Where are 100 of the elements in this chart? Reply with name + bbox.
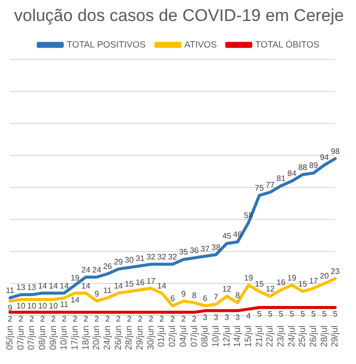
data-label: 36 [190,246,200,256]
legend-label: TOTAL POSITIVOS [66,39,146,50]
x-tick-label: 12/jul [221,325,232,347]
data-label: 2 [29,314,34,324]
data-label: 10 [27,302,37,311]
x-tick-label: 15/jul [242,325,253,347]
data-label: 88 [298,162,308,172]
data-label: 16 [136,278,146,288]
data-label: 35 [178,248,188,257]
data-label: 2 [160,314,165,324]
x-tick-label: 10/jun [58,325,69,350]
data-label: 13 [16,282,26,292]
data-label: 14 [48,281,58,290]
data-label: 2 [84,314,89,324]
data-label: 2 [148,314,154,324]
x-tick-label: 30/jun [145,325,156,350]
data-label: 7 [214,292,219,302]
x-tick-label: 14/jul [232,325,242,347]
data-label: 19 [287,273,297,282]
data-label: 5 [278,310,284,319]
data-label: 3 [224,312,230,322]
x-tick-label: 04/jul [178,325,188,347]
data-label: 14 [157,281,167,290]
data-label: 84 [287,169,297,178]
data-label: 12 [266,284,276,294]
x-tick-label: 07/jun [26,325,36,350]
data-label: 38 [212,242,221,252]
x-tick-label: 26/jun [112,325,123,350]
data-label: 2 [72,314,78,324]
x-tick-label: 26/jul [308,325,318,347]
x-tick-label: 21/jul [254,325,264,347]
data-label: 81 [276,174,286,184]
data-label: 15 [254,280,264,289]
data-label: 26 [103,262,113,272]
data-label: 2 [192,314,198,324]
data-label: 11 [60,300,69,310]
data-label: 45 [222,232,232,241]
data-label: 32 [146,252,156,262]
x-tick-label: 07/jul [188,325,199,347]
chart-title: volução dos casos de COVID-19 em Cereje [14,6,344,25]
data-label: 94 [320,153,330,162]
data-label: 15 [298,280,308,289]
data-label: 6 [202,294,208,304]
data-label: 3 [214,312,219,322]
data-label: 31 [136,254,146,264]
data-label: 14 [81,281,91,290]
x-tick-label: 25/jul [297,325,308,347]
data-label: 2 [94,314,100,324]
data-label: 5 [311,310,316,319]
x-tick-label: 07/jun [15,325,26,350]
data-label: 2 [105,314,110,324]
data-label: 10 [16,302,26,311]
data-label: 15 [124,280,134,289]
data-label: 3 [235,312,240,322]
data-label: 5 [257,310,262,319]
data-label: 2 [116,314,122,324]
data-label: 2 [62,314,67,324]
data-label: 16 [276,278,286,288]
data-label: 17 [309,276,319,286]
x-tick-label: 17/jun [70,325,80,350]
x-tick-label: 09/jun [48,325,58,350]
data-label: 14 [38,281,48,290]
x-tick-label: 24/jun [102,325,112,350]
data-label: 2 [51,314,56,324]
data-label: 29 [114,257,124,266]
data-label: 5 [300,310,306,319]
x-tick-label: 29/jul [330,325,340,347]
x-tick-label: 08/jul [200,325,210,347]
data-label: 17 [146,276,156,286]
data-label: 19 [244,273,254,282]
data-label: 89 [309,161,319,170]
data-label: 9 [181,289,186,298]
x-tick-label: 22/jul [264,325,275,347]
x-tick-label: 23/jul [275,325,286,347]
x-tick-label: 18/jun [80,325,90,350]
data-label: 23 [330,266,340,276]
x-tick-label: 10/jul [210,325,220,347]
x-tick-label: 02/jul [167,325,178,347]
data-label: 11 [6,286,15,296]
x-tick-label: 24/jul [286,325,296,347]
data-label: 2 [170,314,176,324]
data-label: 6 [170,294,176,304]
data-label: 2 [127,314,132,324]
data-label: 4 [246,311,252,320]
x-tick-label: 08/jun [37,325,48,350]
data-label: 24 [81,265,91,274]
data-label: 8 [235,290,240,300]
data-label: 14 [114,281,124,290]
data-label: 19 [70,273,80,282]
data-label: 2 [40,314,46,324]
data-label: 3 [202,312,208,322]
data-label: 14 [60,281,70,290]
legend-label: ATIVOS [184,39,217,50]
legend-label: TOTAL ÓBITOS [255,39,320,50]
data-label: 8 [192,290,198,300]
data-label: 12 [222,284,232,294]
x-tick-label: 05/jun [4,325,14,350]
data-label: 32 [157,252,167,262]
data-label: 10 [48,302,58,311]
data-label: 37 [200,244,210,254]
